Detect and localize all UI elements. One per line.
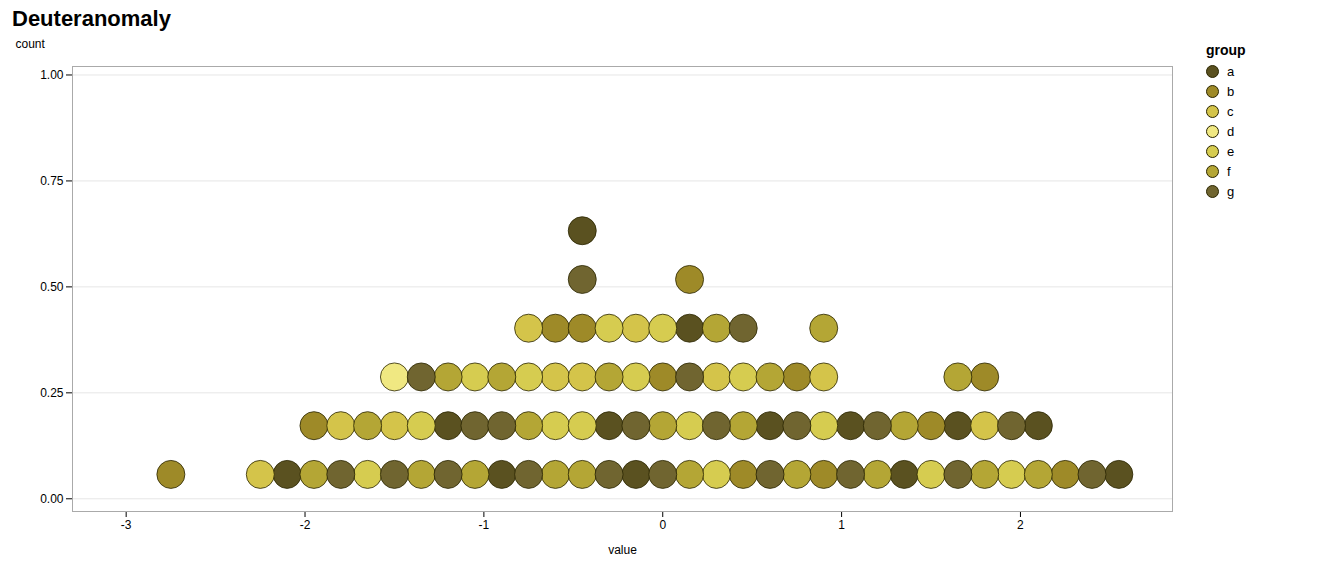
svg-text:0: 0 bbox=[659, 518, 666, 532]
html-text:Deuteranomaly: Deuteranomaly bbox=[12, 6, 171, 31]
html-text:group: group bbox=[1206, 42, 1246, 58]
svg-text:-3: -3 bbox=[121, 518, 132, 532]
svg-text:-1: -1 bbox=[479, 518, 490, 532]
html-text:d: d bbox=[1227, 124, 1235, 139]
svg-text:0.00: 0.00 bbox=[40, 492, 64, 506]
html-text:e: e bbox=[1227, 144, 1235, 159]
svg-text:0.25: 0.25 bbox=[40, 386, 64, 400]
svg-text:1: 1 bbox=[838, 518, 845, 532]
svg-text:-2: -2 bbox=[300, 518, 311, 532]
svg-text:1.00: 1.00 bbox=[40, 68, 64, 82]
html-text:g: g bbox=[1227, 184, 1235, 199]
svg-text:value: value bbox=[608, 543, 637, 557]
html-text:b: b bbox=[1227, 84, 1235, 99]
html-text:a: a bbox=[1227, 64, 1235, 79]
svg-text:count: count bbox=[16, 37, 46, 51]
html-text:f: f bbox=[1227, 164, 1231, 179]
html-text:c: c bbox=[1227, 104, 1234, 119]
svg-text:2: 2 bbox=[1017, 518, 1024, 532]
svg-text:0.75: 0.75 bbox=[40, 174, 64, 188]
svg-text:0.50: 0.50 bbox=[40, 280, 64, 294]
